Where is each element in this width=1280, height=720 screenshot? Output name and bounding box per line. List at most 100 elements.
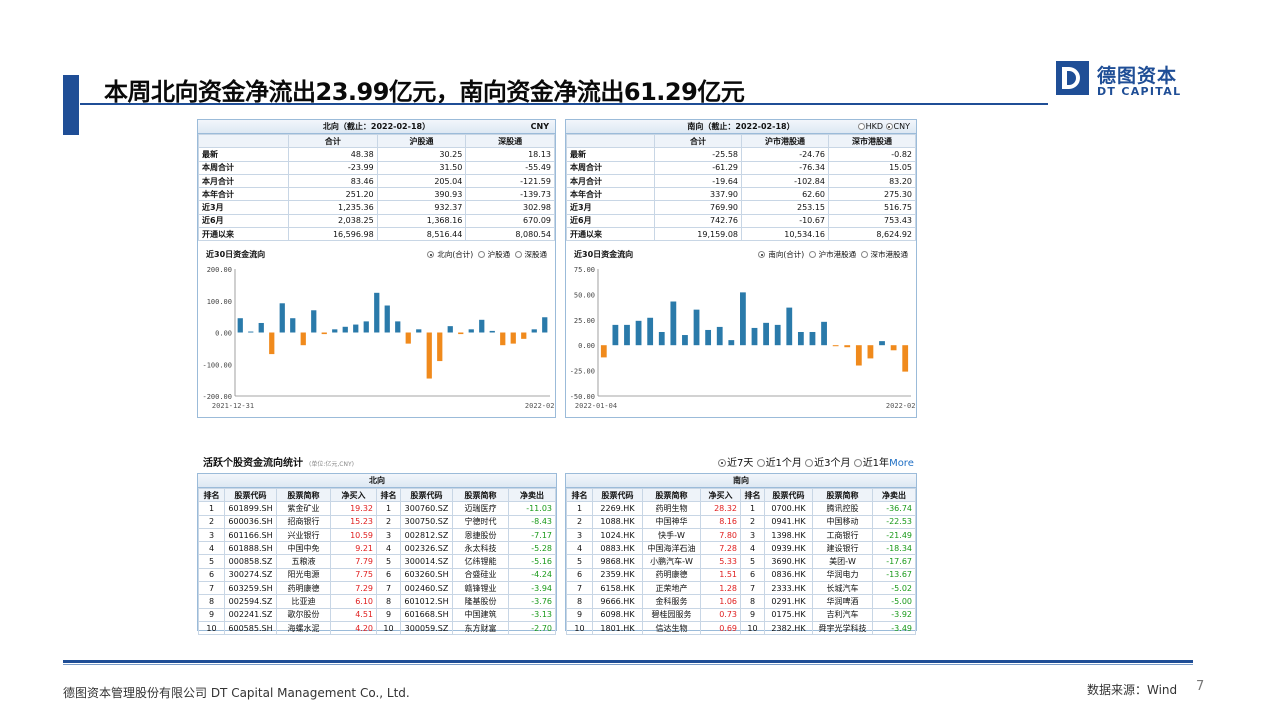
north-stock-cell: 海螺水泥: [276, 620, 331, 636]
south-stock-cell: 1024.HK: [592, 527, 643, 543]
bar: [635, 321, 642, 346]
north-stock-cell: 3: [376, 527, 401, 543]
north-summary-row-label: 近6月: [198, 213, 289, 229]
south-stock-cell: 2: [740, 514, 765, 529]
period-selector[interactable]: 近7天 近1个月 近3个月 近1年More: [718, 454, 914, 469]
north-summary-cell-value: 302.98: [465, 200, 555, 215]
footer-rule: [63, 660, 1193, 663]
legend-radio-sh[interactable]: [477, 251, 485, 259]
north-panel-title: 北向（截止：2022-02-18）: [322, 122, 431, 131]
north-stock-cell: 8: [376, 594, 401, 609]
south-stock-cell: -18.34: [872, 541, 916, 556]
south-stock-cell: 2: [566, 514, 593, 529]
north-stock-cell: 002460.SZ: [400, 581, 453, 596]
y-tick-label: 50.00: [574, 292, 595, 300]
legend-south-total[interactable]: 南向(合计): [768, 250, 805, 260]
south-summary-cell-value: -102.84: [741, 173, 829, 189]
south-stock-col-header: 股票代码: [764, 487, 813, 503]
south-panel-header: 南向（截止：2022-02-18） HKD CNY: [566, 120, 916, 134]
footer-company: 德图资本管理股份有限公司 DT Capital Management Co., …: [63, 686, 410, 700]
north-summary-cell-value: 205.04: [376, 173, 467, 189]
north-stock-cell: 300059.SZ: [400, 620, 453, 636]
legend-radio-hk-sh[interactable]: [808, 251, 816, 259]
legend-radio-sz[interactable]: [514, 251, 522, 259]
legend-radio-north-total[interactable]: [427, 251, 435, 259]
legend-hk-sh-connect[interactable]: 沪市港股通: [818, 250, 857, 260]
north-summary-cell-value: -121.59: [465, 173, 555, 189]
north-stock-cell: 恩捷股份: [452, 527, 509, 543]
north-stock-cell: 002326.SZ: [400, 541, 453, 556]
south-stock-cell: 信达生物: [642, 620, 701, 636]
legend-north-total[interactable]: 北向(合计): [437, 250, 474, 260]
currency-radio-hkd[interactable]: [857, 123, 865, 130]
period-3m[interactable]: 近3个月: [814, 458, 851, 469]
table-row: 6 300274.SZ 阳光电源 7.75 6 603260.SH 合盛硅业 -4.24: [198, 567, 556, 583]
south-summary-cell-value: 753.43: [828, 213, 916, 229]
logo-text-en: DT CAPITAL: [1097, 85, 1182, 98]
north-stock-cell: 002241.SZ: [224, 607, 277, 622]
legend-sz-connect[interactable]: 深股通: [524, 250, 548, 260]
period-1m[interactable]: 近1个月: [765, 458, 802, 469]
north-stock-cell: -2.70: [508, 620, 556, 636]
period-radio-7d[interactable]: [718, 459, 726, 467]
south-stock-cell: -5.02: [872, 581, 916, 596]
north-stock-cell: -4.24: [508, 567, 556, 583]
bar: [809, 332, 816, 346]
period-1y[interactable]: 近1年: [862, 458, 890, 469]
table-row: 近6月 742.76 -10.67 753.43: [566, 213, 916, 229]
north-chart-legend[interactable]: 北向(合计) 沪股通 深股通: [425, 249, 547, 260]
north-stock-col-header: 净买入: [330, 487, 377, 503]
table-row: 5 000858.SZ 五粮液 7.79 5 300014.SZ 亿纬锂能 -5.16: [198, 554, 556, 569]
legend-radio-hk-sz[interactable]: [860, 251, 868, 259]
table-row: 开通以来 19,159.08 10,534.16 8,624.92: [566, 227, 916, 242]
legend-hk-sz-connect[interactable]: 深市港股通: [870, 250, 909, 260]
north-stock-cell: 五粮液: [276, 554, 331, 569]
north-currency: CNY: [530, 122, 549, 131]
bar: [624, 325, 630, 346]
north-stock-cell: 9: [198, 607, 225, 622]
footer-source: 数据来源：Wind: [1087, 683, 1178, 697]
south-stock-cell: 7.80: [700, 527, 741, 543]
period-radio-1y[interactable]: [853, 459, 862, 467]
south-stock-cell: 6: [566, 567, 593, 583]
bar: [890, 345, 897, 351]
north-stock-cell: 15.23: [330, 514, 377, 529]
south-summary-cell-value: 253.15: [741, 200, 829, 215]
table-row: 10 1801.HK 信达生物 0.69 10 2382.HK 舜宇光学科技 -3.49: [566, 620, 916, 636]
south-summary-col-header: 深市港股通: [828, 133, 916, 149]
north-stock-cell: -7.17: [508, 527, 556, 543]
south-chart-legend[interactable]: 南向(合计) 沪市港股通 深市港股通: [756, 249, 908, 260]
legend-radio-south-total[interactable]: [758, 251, 766, 259]
south-summary-table: 合计 沪市港股通 深市港股通 最新 -25.58 -24.76 -0.82 本周合计 -61.…: [566, 133, 916, 242]
table-row: 3 1024.HK 快手-W 7.80 3 1398.HK 工商银行 -21.49: [566, 527, 916, 543]
north-stock-cell: 4.51: [330, 607, 377, 622]
more-link[interactable]: More: [889, 458, 914, 469]
north-panel-header: 北向（截止：2022-02-18） CNY: [198, 120, 555, 134]
page-title: 本周北向资金净流出23.99亿元，南向资金净流出61.29亿元: [104, 78, 745, 106]
south-summary-row-label: 近6月: [566, 213, 655, 229]
south-stock-cell: 中国神华: [642, 514, 701, 529]
south-summary-cell-value: 62.60: [741, 187, 829, 202]
currency-toggle[interactable]: HKD CNY: [857, 120, 910, 134]
period-radio-3m[interactable]: [805, 459, 814, 467]
currency-hkd[interactable]: HKD: [865, 122, 883, 131]
currency-radio-cny[interactable]: [885, 123, 893, 130]
north-stock-cell: -5.16: [508, 554, 556, 569]
table-row: 7 6158.HK 正荣地产 1.28 7 2333.HK 长城汽车 -5.02: [566, 581, 916, 596]
north-summary-row-label: 最新: [198, 147, 289, 162]
bar: [479, 320, 485, 333]
south-stock-cell: 0291.HK: [764, 594, 813, 609]
south-stock-cell: 华润啤酒: [812, 594, 873, 609]
x-tick-label-start: 2021-12-31: [212, 402, 254, 410]
south-stock-col-header: 股票代码: [592, 487, 643, 503]
north-summary-cell-value: 1,368.16: [376, 213, 467, 229]
south-summary-col-header: 合计: [654, 133, 742, 149]
north-stock-cell: 9.21: [330, 541, 377, 556]
north-stock-cell: 宁德时代: [452, 514, 509, 529]
period-7d[interactable]: 近7天: [727, 458, 754, 469]
legend-sh-connect[interactable]: 沪股通: [487, 250, 511, 260]
south-summary-cell-value: 15.05: [828, 160, 916, 175]
currency-cny[interactable]: CNY: [893, 122, 910, 131]
period-radio-1m[interactable]: [756, 459, 765, 467]
y-tick-label: 75.00: [574, 266, 595, 274]
